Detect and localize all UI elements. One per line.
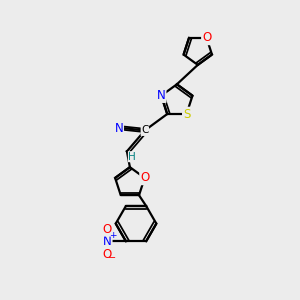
Text: C: C xyxy=(141,125,148,135)
Text: S: S xyxy=(183,107,190,121)
Text: O: O xyxy=(103,223,112,236)
Text: H: H xyxy=(128,152,136,162)
Text: N: N xyxy=(157,89,166,102)
Text: −: − xyxy=(108,253,116,263)
Text: O: O xyxy=(103,248,112,261)
Text: N: N xyxy=(103,235,112,248)
Text: N: N xyxy=(115,122,123,135)
Text: +: + xyxy=(109,231,116,240)
Text: O: O xyxy=(140,171,149,184)
Text: O: O xyxy=(202,32,211,44)
